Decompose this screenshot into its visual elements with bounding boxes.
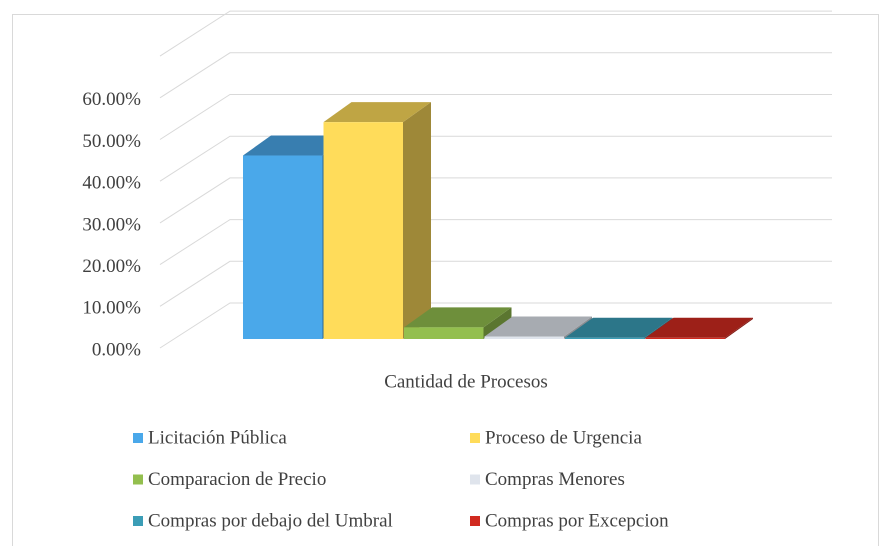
bar-top xyxy=(323,102,431,123)
legend-label: Compras por Excepcion xyxy=(485,510,669,531)
bar xyxy=(323,122,403,339)
legend-swatch xyxy=(470,433,480,443)
bar-top xyxy=(645,317,753,338)
legend-label: Compras Menores xyxy=(485,469,625,490)
legend-swatch xyxy=(133,474,143,485)
bar xyxy=(484,336,564,339)
bar xyxy=(565,337,645,339)
y-tick-label: 50.00% xyxy=(82,131,141,152)
grid-line xyxy=(159,302,832,349)
legend-label: Compras por debajo del Umbral xyxy=(148,510,393,531)
bar-top xyxy=(565,317,673,338)
grid-line xyxy=(159,135,832,182)
grid-line xyxy=(159,177,832,224)
bar-side xyxy=(725,317,753,339)
grid-line xyxy=(159,219,832,266)
bar-side xyxy=(483,307,512,339)
legend-label: Proceso de Urgencia xyxy=(485,427,642,448)
y-tick-label: 10.00% xyxy=(82,298,141,319)
y-tick-label: 20.00% xyxy=(82,256,141,277)
legend-swatch xyxy=(470,516,480,526)
bar-top xyxy=(404,307,512,328)
y-tick-label: 0.00% xyxy=(92,339,141,360)
grid-line xyxy=(159,52,832,99)
bar-side xyxy=(403,102,431,339)
bar xyxy=(404,327,484,339)
y-tick-label: 40.00% xyxy=(82,173,141,194)
bar-side xyxy=(564,316,592,339)
bar xyxy=(645,337,725,339)
bar xyxy=(243,155,323,339)
grid-line xyxy=(159,260,832,307)
legend-swatch xyxy=(470,474,480,485)
grid-line xyxy=(159,94,832,140)
legend-label: Licitación Pública xyxy=(148,427,287,448)
grid-line xyxy=(159,10,832,57)
legend-swatch xyxy=(133,516,143,526)
legend-label: Comparacion de Precio xyxy=(148,469,326,490)
bar-top xyxy=(484,316,592,337)
x-tick-label: Cantidad de Procesos xyxy=(384,371,548,392)
chart-border xyxy=(12,14,879,551)
legend-swatch xyxy=(133,433,143,443)
y-tick-label: 60.00% xyxy=(82,89,141,110)
y-tick-label: 30.00% xyxy=(82,214,141,235)
